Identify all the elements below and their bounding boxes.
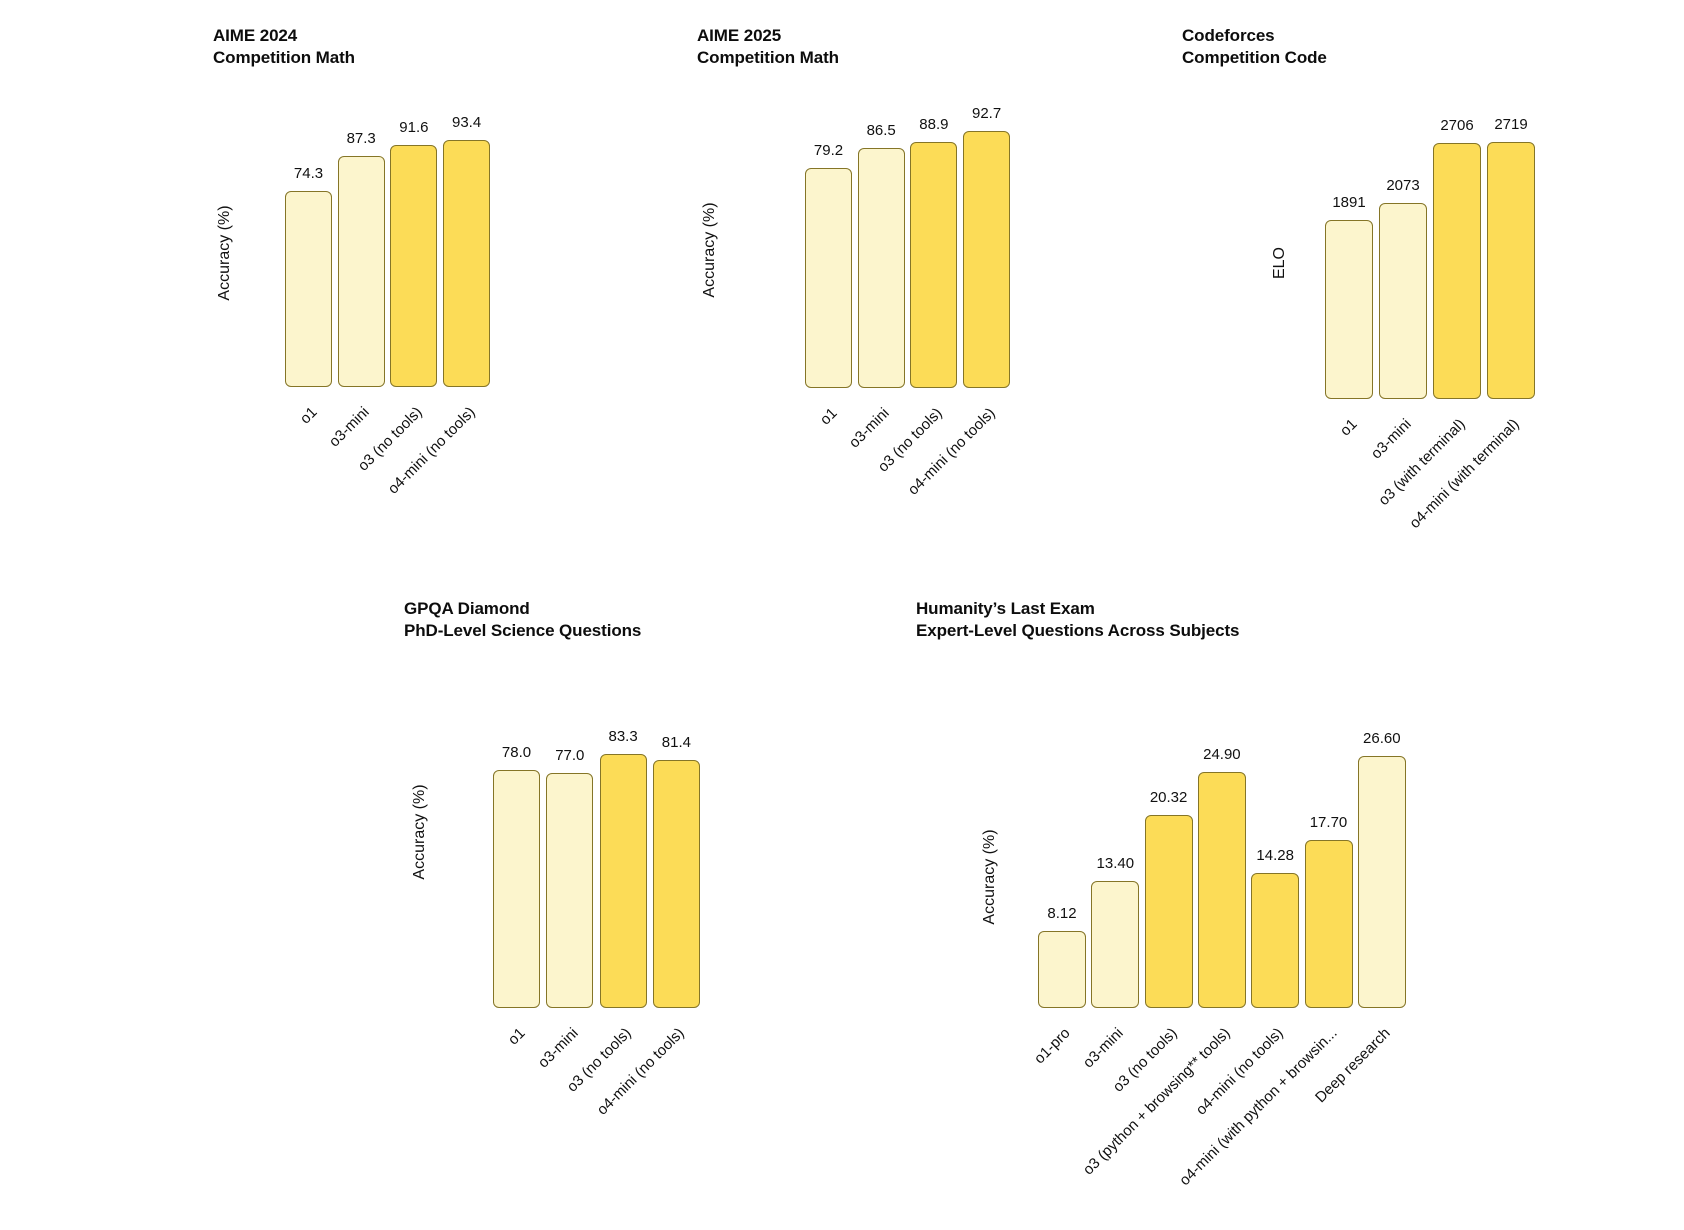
- category-label: o3-mini: [1367, 415, 1415, 463]
- category-label: o3 (no tools): [563, 1024, 635, 1096]
- value-label: 2706: [1440, 117, 1474, 135]
- value-label: 2073: [1386, 177, 1420, 195]
- chart-title-line2: Competition Math: [213, 48, 355, 68]
- chart-title-line1: AIME 2025: [697, 26, 782, 45]
- chart-gpqa-diamond: GPQA Diamond PhD-Level Science Questions …: [404, 598, 700, 1119]
- category-label: o4-mini (with terminal): [1406, 415, 1523, 532]
- category-label: o3 (no tools): [1109, 1024, 1181, 1096]
- category-label: o3-mini: [534, 1024, 582, 1072]
- value-label: 17.70: [1309, 814, 1348, 832]
- bar-o1: [1325, 220, 1373, 399]
- y-axis-label: Accuracy (%): [216, 205, 233, 301]
- bar-o4-mini-no-tools: [1251, 872, 1300, 1008]
- category-label: o3-mini: [326, 403, 373, 451]
- value-label: 1891: [1332, 194, 1366, 212]
- value-label: 87.3: [346, 130, 376, 148]
- value-label: 88.9: [919, 115, 949, 133]
- value-label: 24.90: [1203, 746, 1241, 764]
- plot-area: 79.2 o1 86.5 o3-mini 88.9 o3 (no tools) 92.7 o4…: [805, 105, 1016, 499]
- chart-aime-2025: AIME 2025 Competition Math Accuracy (%) 7…: [697, 25, 1011, 499]
- bar-o1: [493, 770, 540, 1008]
- value-label: 14.28: [1256, 846, 1294, 864]
- bar-o4-mini-no-tools: [443, 140, 491, 387]
- bar-o4-mini-with-terminal: [1487, 142, 1535, 399]
- value-label: 26.60: [1363, 730, 1401, 747]
- value-label: 86.5: [866, 122, 896, 140]
- category-label: o1: [504, 1024, 529, 1049]
- chart-title-line2: Competition Code: [1182, 48, 1327, 68]
- category-label: o3-mini: [1080, 1024, 1127, 1072]
- bar-o3-mini: [1379, 203, 1427, 399]
- value-label: 78.0: [501, 744, 532, 762]
- plot-area: 74.3 o1 87.3 o3-mini 91.6 o3 (no tools) 93.4 o4…: [285, 114, 496, 498]
- bar-o1-pro: [1038, 931, 1086, 1008]
- chart-title: AIME 2025 Competition Math: [697, 25, 839, 70]
- value-label: 93.4: [451, 114, 482, 131]
- chart-title-line2: PhD-Level Science Questions: [404, 621, 642, 641]
- chart-title-line1: Humanity’s Last Exam: [916, 599, 1095, 618]
- bar-o3-with-terminal: [1433, 143, 1481, 399]
- bar-deep-research: [1357, 756, 1406, 1008]
- y-axis-label: ELO: [1271, 247, 1288, 280]
- bar-o1: [285, 190, 332, 387]
- plot-area: 8.12 o1-pro 13.40 o3-mini 20.32 o3 (no tools)…: [1031, 730, 1411, 1189]
- chart-aime-2024: AIME 2024 Competition Math Accuracy (%) 7…: [213, 25, 491, 498]
- bar-o1: [805, 168, 852, 388]
- value-label: 77.0: [555, 747, 585, 765]
- category-label: o3-mini: [846, 404, 893, 452]
- value-label: 92.7: [971, 105, 1002, 122]
- y-axis-label: Accuracy (%): [701, 202, 718, 298]
- value-label: 81.4: [661, 733, 691, 751]
- chart-title-line1: Codeforces: [1182, 26, 1275, 45]
- bar-o3-no-tools: [390, 144, 438, 387]
- bar-o4-mini-with-python-browsin: [1304, 840, 1353, 1008]
- value-label: 79.2: [813, 142, 844, 160]
- bar-o3-mini: [337, 156, 385, 387]
- plot-area: 1891 o1 2073 o3-mini 2706 o3 (with terminal) 2…: [1325, 116, 1541, 532]
- category-label: o3 (no tools): [354, 403, 426, 475]
- chart-title-line1: AIME 2024: [213, 26, 298, 45]
- bar-o3-mini: [546, 773, 594, 1008]
- chart-title-line1: GPQA Diamond: [404, 599, 530, 618]
- chart-humanitys-last-exam: Humanity’s Last Exam Expert-Level Questio…: [916, 598, 1406, 1189]
- category-label: o1-pro: [1030, 1024, 1074, 1068]
- chart-codeforces: Codeforces Competition Code ELO 1891 o1 207…: [1182, 25, 1535, 532]
- bar-o3-mini: [1091, 881, 1140, 1008]
- value-label: 20.32: [1149, 789, 1188, 807]
- value-label: 13.40: [1096, 855, 1135, 873]
- bar-o3-no-tools: [910, 141, 958, 388]
- chart-title-line2: Expert-Level Questions Across Subjects: [916, 621, 1240, 641]
- bar-o3-no-tools: [599, 754, 647, 1008]
- bar-o3-python-browsing-tools: [1197, 772, 1246, 1008]
- chart-title: GPQA Diamond PhD-Level Science Questions: [404, 598, 641, 643]
- chart-title-line2: Competition Math: [697, 48, 839, 68]
- value-label: 91.6: [399, 118, 429, 136]
- value-label: 8.12: [1047, 905, 1077, 923]
- value-label: 83.3: [608, 728, 638, 745]
- plot-area: 78.0 o1 77.0 o3-mini 83.3 o3 (no tools) 81.4 o4…: [493, 728, 706, 1119]
- bar-o3-mini: [857, 148, 905, 388]
- bar-o4-mini-no-tools: [963, 131, 1011, 388]
- category-label: o3 (no tools): [874, 404, 946, 476]
- y-axis-label: Accuracy (%): [981, 829, 998, 925]
- value-label: 74.3: [293, 164, 324, 182]
- category-label: o3 (with terminal): [1375, 415, 1469, 510]
- bar-o3-no-tools: [1144, 815, 1193, 1008]
- bar-o4-mini-no-tools: [652, 759, 700, 1008]
- value-label: 2719: [1494, 116, 1528, 133]
- chart-title: Humanity’s Last Exam Expert-Level Questio…: [916, 598, 1240, 643]
- chart-title: AIME 2024 Competition Math: [213, 25, 355, 70]
- chart-title: Codeforces Competition Code: [1182, 25, 1327, 70]
- y-axis-label: Accuracy (%): [411, 784, 428, 880]
